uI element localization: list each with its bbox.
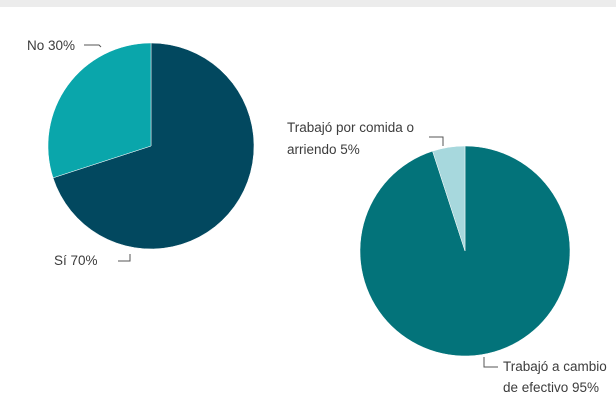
pie2-label-food-line1: Trabajó por comida o [287,120,414,135]
pie-chart-2 [359,145,571,357]
pie-chart-1 [47,42,255,250]
pie1-label-no: No 30% [27,38,75,53]
top-bar [0,0,616,7]
pie1-leader-si [118,254,131,262]
pie2-leader-cash [483,357,498,368]
pie2-slice-1 [432,145,466,252]
pie1-slice-0 [52,42,255,250]
pie2-label-cash-line1: Trabajó a cambio [503,359,607,374]
pie2-leader-food [429,136,444,146]
pie1-label-si: Sí 70% [54,253,98,268]
pie1-leader-no [84,44,102,48]
pie2-label-cash-line2: de efectivo 95% [503,380,599,394]
pie2-label-food-line2: arriendo 5% [287,142,360,157]
pie1-slice-1 [47,42,152,179]
